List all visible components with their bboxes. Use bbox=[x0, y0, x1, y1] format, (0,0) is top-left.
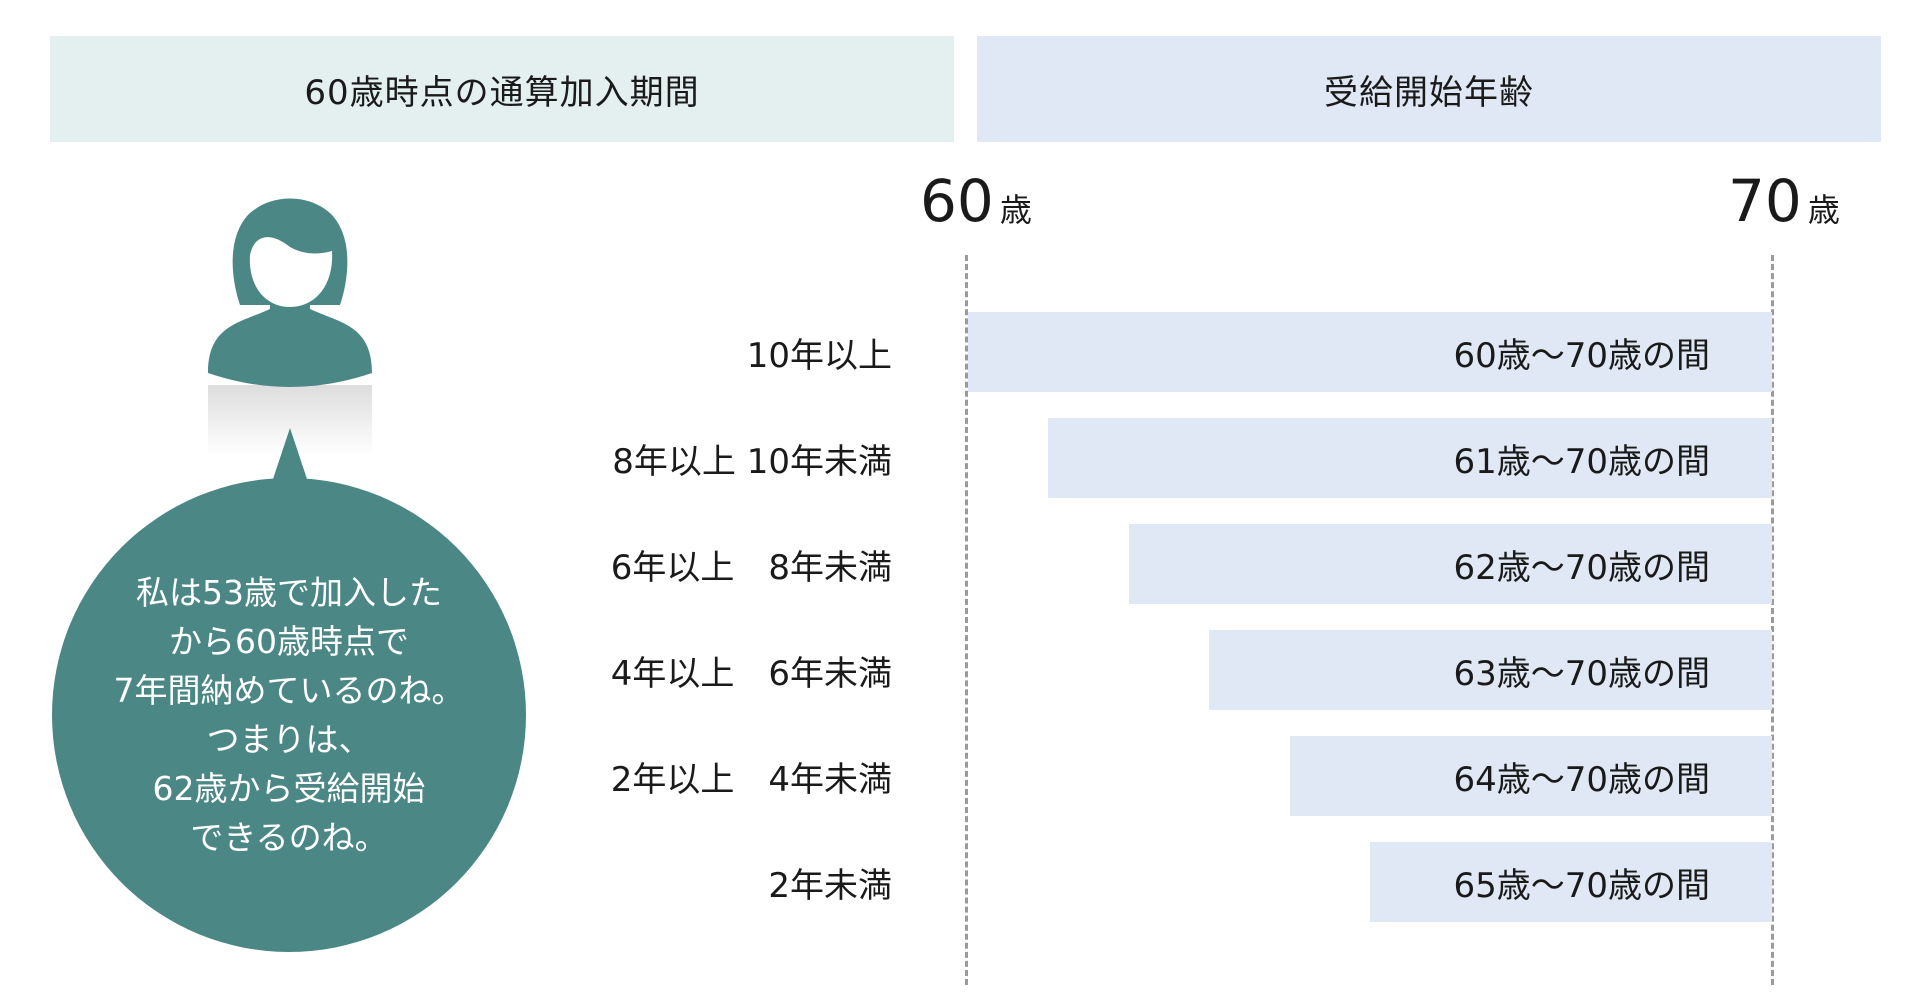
age-range-label: 62歳〜70歳の間 bbox=[1453, 547, 1710, 588]
age-range-label: 64歳〜70歳の間 bbox=[1453, 759, 1710, 800]
speech-line: から60歳時点で bbox=[169, 622, 409, 661]
header-left-title: 60歳時点の通算加入期間 bbox=[304, 72, 700, 113]
axis-end-label: 70 歳 bbox=[1728, 172, 1840, 231]
axis-end-unit: 歳 bbox=[1807, 191, 1840, 229]
speech-line: つまりは、 bbox=[206, 720, 372, 759]
age-range-label: 61歳〜70歳の間 bbox=[1453, 441, 1710, 482]
speech-text: 私は53歳で加入した から60歳時点で 7年間納めているのね。 つまりは、 62… bbox=[114, 568, 465, 862]
speech-line: 私は53歳で加入した bbox=[136, 573, 442, 612]
axis-start-dashed-line bbox=[965, 255, 968, 985]
age-range-bar: 64歳〜70歳の間 bbox=[1289, 736, 1772, 816]
header-accumulated-period: 60歳時点の通算加入期間 bbox=[50, 36, 954, 142]
age-range-label: 63歳〜70歳の間 bbox=[1453, 653, 1710, 694]
speech-bubble-tail bbox=[272, 428, 308, 482]
row-period-label: 6年以上 8年未満 bbox=[610, 547, 892, 588]
speech-line: できるのね。 bbox=[190, 818, 388, 857]
axis-start-unit: 歳 bbox=[999, 191, 1032, 229]
header-pension-start-age: 受給開始年齢 bbox=[977, 36, 1881, 142]
axis-start-label: 60 歳 bbox=[920, 172, 1032, 231]
speech-line: 62歳から受給開始 bbox=[152, 769, 426, 808]
age-range-bar: 63歳〜70歳の間 bbox=[1209, 630, 1772, 710]
age-range-bar: 60歳〜70歳の間 bbox=[968, 312, 1772, 392]
row-period-label: 4年以上 6年未満 bbox=[610, 653, 892, 694]
row-period-label: 2年未満 bbox=[768, 865, 892, 906]
row-period-label: 10年以上 bbox=[746, 335, 892, 376]
age-range-label: 60歳〜70歳の間 bbox=[1453, 335, 1710, 376]
speech-bubble: 私は53歳で加入した から60歳時点で 7年間納めているのね。 つまりは、 62… bbox=[52, 478, 526, 952]
axis-start-number: 60 bbox=[920, 167, 994, 235]
axis-end-dashed-line bbox=[1771, 255, 1774, 985]
speech-line: 7年間納めているのね。 bbox=[113, 671, 465, 710]
row-period-label: 2年以上 4年未満 bbox=[610, 759, 892, 800]
age-range-bar: 61歳〜70歳の間 bbox=[1048, 418, 1772, 498]
age-range-label: 65歳〜70歳の間 bbox=[1453, 865, 1710, 906]
row-period-label: 8年以上 10年未満 bbox=[612, 441, 892, 482]
age-range-bar: 62歳〜70歳の間 bbox=[1128, 524, 1772, 604]
woman-avatar-icon bbox=[208, 198, 372, 455]
header-right-title: 受給開始年齢 bbox=[1324, 72, 1534, 113]
axis-end-number: 70 bbox=[1728, 167, 1802, 235]
age-range-bar: 65歳〜70歳の間 bbox=[1370, 842, 1772, 922]
